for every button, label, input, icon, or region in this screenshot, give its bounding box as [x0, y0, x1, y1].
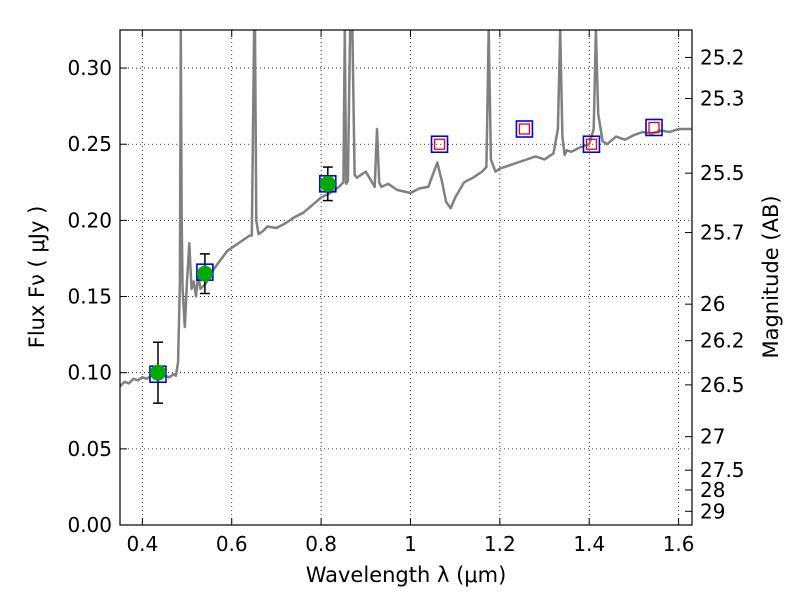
model-photometry-square [582, 135, 601, 154]
y2-tick-label: 28 [700, 478, 725, 502]
plot-frame [119, 29, 693, 526]
x-tick-label: 1.2 [484, 532, 516, 556]
y2-tick-label: 26.2 [700, 329, 745, 353]
y2-tick-label: 29 [700, 499, 725, 523]
x-axis-title: Wavelength λ (μm) [306, 563, 507, 587]
y2-tick-label: 25.2 [700, 45, 745, 69]
y2-tick-label: 25.7 [700, 221, 745, 245]
y-tick-label: 0.15 [67, 285, 112, 309]
y2-tick-label: 27 [700, 425, 725, 449]
y2-tick-label: 27.5 [700, 458, 745, 482]
observed-photometry-point [149, 364, 166, 381]
y2-tick-label: 25.5 [700, 161, 745, 185]
plot-area [120, 30, 692, 388]
x-tick-label: 1.6 [663, 532, 695, 556]
model-photometry-square [645, 118, 663, 137]
y-tick-label: 0.30 [67, 56, 112, 80]
upper-limit-square [648, 121, 660, 134]
x-tick-label: 0.4 [126, 532, 158, 556]
upper-limit-square [585, 138, 598, 150]
y-tick-label: 0.00 [67, 513, 112, 537]
x-tick-label: 0.6 [216, 532, 248, 556]
y-tick-label: 0.05 [67, 437, 112, 461]
y2-tick-label: 26 [700, 292, 725, 316]
x-tick-label: 1.4 [573, 532, 605, 556]
y-tick-label: 0.10 [67, 361, 112, 385]
model-photometry-square [515, 120, 534, 138]
upper-limit-square [518, 123, 531, 135]
y-tick-label: 0.20 [67, 208, 112, 232]
axes: 0.4 0.6 0.8 1 1.2 1.4 1.6 0.00 0.05 0.10 0.15 0.20 0… [67, 30, 745, 556]
upper-limit-square [433, 138, 446, 150]
y-tick-label: 0.25 [67, 132, 112, 156]
y2-axis-title: Magnitude (AB) [759, 195, 783, 358]
observed-photometry-point [196, 265, 213, 282]
observed-photometry-point [319, 175, 336, 192]
x-tick-label: 1 [404, 532, 417, 556]
y2-tick-label: 25.3 [700, 87, 745, 111]
markers [149, 118, 663, 404]
spectrum-line [120, 30, 692, 388]
model-photometry-square [430, 135, 449, 154]
y2-tick-label: 26.5 [700, 373, 745, 397]
y-axis-title: Flux Fν ( μJy ) [25, 206, 49, 349]
x-tick-label: 0.8 [305, 532, 337, 556]
